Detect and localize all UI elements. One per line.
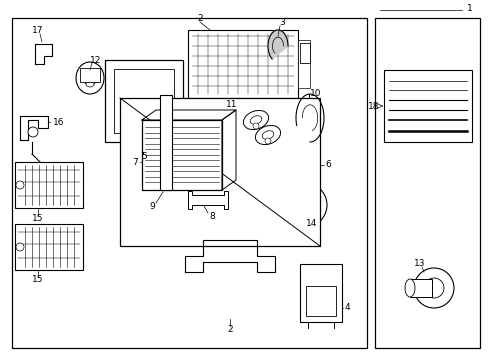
Bar: [299, 43, 309, 63]
Text: 8: 8: [209, 212, 214, 220]
Ellipse shape: [86, 81, 94, 87]
Bar: [28, 172, 56, 184]
Text: 11: 11: [226, 99, 237, 108]
Bar: [15, 224, 83, 270]
Bar: [114, 69, 174, 133]
Text: 4: 4: [344, 303, 349, 312]
Bar: [105, 60, 183, 142]
Text: 18: 18: [367, 102, 378, 111]
Text: 15: 15: [32, 275, 43, 284]
Ellipse shape: [243, 111, 268, 130]
Ellipse shape: [219, 117, 224, 121]
Bar: [383, 70, 471, 142]
Text: 7: 7: [132, 158, 138, 166]
Ellipse shape: [252, 123, 259, 129]
Text: 13: 13: [413, 260, 425, 269]
Ellipse shape: [219, 129, 224, 133]
Text: 1: 1: [466, 4, 472, 13]
Ellipse shape: [404, 279, 414, 297]
Ellipse shape: [264, 138, 270, 144]
Bar: [299, 264, 341, 322]
Bar: [15, 162, 83, 208]
Text: 16: 16: [53, 117, 64, 126]
Text: 12: 12: [90, 55, 102, 64]
Bar: [12, 18, 366, 348]
Bar: [160, 95, 172, 190]
Bar: [187, 30, 297, 98]
Ellipse shape: [262, 131, 273, 139]
Bar: [120, 98, 319, 246]
Ellipse shape: [16, 181, 24, 189]
Ellipse shape: [28, 127, 38, 137]
Text: 17: 17: [32, 26, 43, 35]
Text: 2: 2: [227, 325, 232, 334]
Bar: [217, 112, 226, 140]
Ellipse shape: [255, 125, 280, 145]
Ellipse shape: [76, 62, 104, 94]
Ellipse shape: [423, 278, 443, 298]
Ellipse shape: [296, 197, 312, 213]
Bar: [214, 149, 229, 154]
Ellipse shape: [16, 243, 24, 251]
Ellipse shape: [38, 174, 46, 182]
Text: 5: 5: [141, 152, 146, 161]
Text: 14: 14: [305, 220, 317, 229]
Text: 10: 10: [309, 90, 321, 99]
Ellipse shape: [413, 268, 453, 308]
Text: 3: 3: [279, 18, 285, 27]
Bar: [297, 40, 309, 88]
Bar: [409, 279, 431, 297]
Text: 6: 6: [325, 160, 330, 169]
Bar: [374, 18, 479, 348]
Ellipse shape: [283, 183, 326, 227]
Ellipse shape: [84, 70, 96, 86]
Text: 9: 9: [149, 202, 155, 211]
Text: 2: 2: [197, 14, 203, 23]
Bar: [142, 120, 222, 190]
Bar: [80, 68, 100, 82]
Ellipse shape: [250, 116, 261, 124]
Bar: [305, 286, 335, 316]
Text: 15: 15: [32, 213, 43, 222]
Polygon shape: [267, 30, 287, 59]
